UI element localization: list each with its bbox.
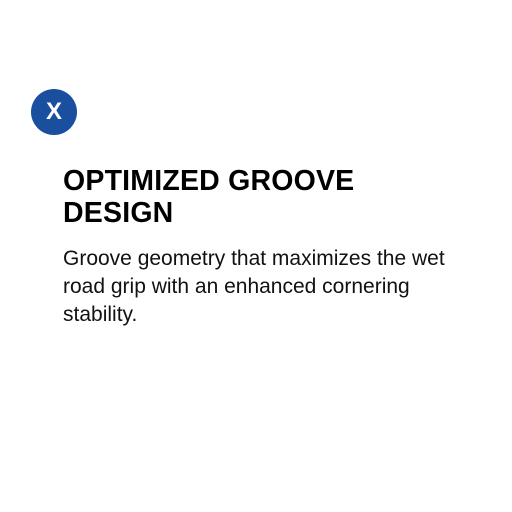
feature-description: Groove geometry that maximizes the wet r…	[63, 247, 445, 326]
feature-title: OPTIMIZED GROOVE DESIGN	[63, 165, 355, 229]
close-button[interactable]: X	[31, 89, 77, 135]
close-icon: X	[45, 98, 62, 125]
